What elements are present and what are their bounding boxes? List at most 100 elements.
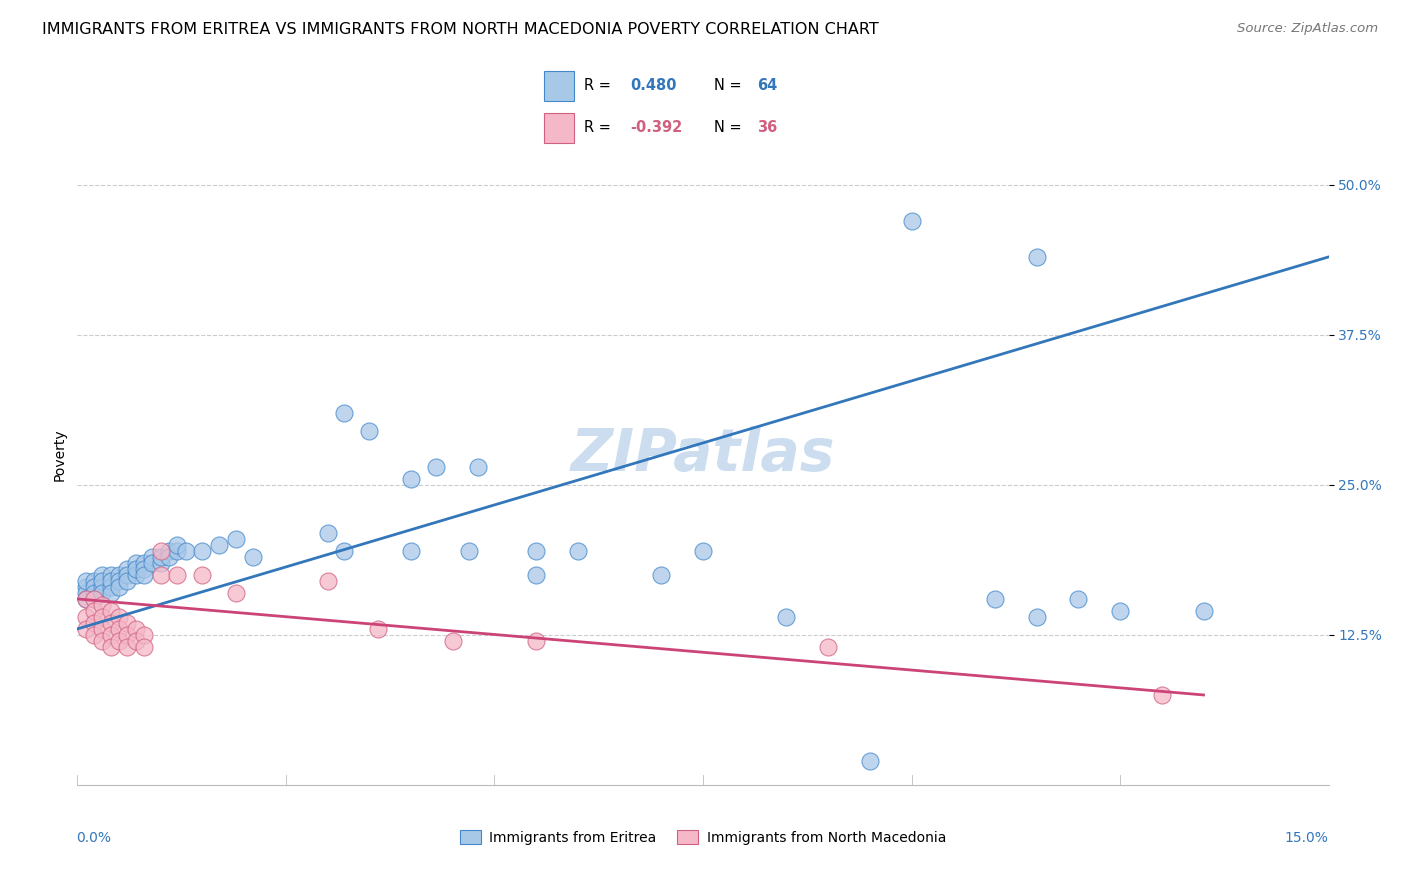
- Point: [441, 634, 464, 648]
- Point: [174, 544, 197, 558]
- Point: [467, 459, 489, 474]
- Text: 36: 36: [756, 120, 778, 135]
- Point: [984, 591, 1007, 606]
- Text: N =: N =: [714, 78, 741, 93]
- Bar: [544, 113, 575, 143]
- Point: [108, 574, 131, 588]
- Point: [817, 640, 839, 654]
- Point: [91, 586, 114, 600]
- Point: [458, 544, 481, 558]
- Point: [83, 580, 105, 594]
- Point: [83, 574, 105, 588]
- Text: 64: 64: [756, 78, 778, 93]
- Point: [117, 640, 139, 654]
- Point: [149, 568, 172, 582]
- Point: [117, 562, 139, 576]
- Point: [225, 532, 247, 546]
- Point: [775, 610, 797, 624]
- Point: [425, 459, 447, 474]
- Point: [75, 574, 97, 588]
- Text: 15.0%: 15.0%: [1285, 831, 1329, 845]
- Point: [100, 615, 122, 630]
- Point: [75, 622, 97, 636]
- Point: [75, 610, 97, 624]
- Y-axis label: Poverty: Poverty: [52, 429, 66, 481]
- Point: [1025, 250, 1047, 264]
- Bar: [544, 71, 575, 101]
- Point: [1109, 604, 1132, 618]
- Point: [75, 580, 97, 594]
- Point: [83, 628, 105, 642]
- Point: [166, 538, 188, 552]
- Point: [83, 615, 105, 630]
- Point: [117, 568, 139, 582]
- Point: [108, 580, 131, 594]
- Point: [149, 556, 172, 570]
- Point: [91, 610, 114, 624]
- Point: [166, 568, 188, 582]
- Point: [125, 556, 148, 570]
- Point: [524, 544, 547, 558]
- Point: [75, 586, 97, 600]
- Point: [91, 622, 114, 636]
- Point: [242, 549, 264, 564]
- Point: [166, 544, 188, 558]
- Point: [399, 544, 422, 558]
- Point: [1192, 604, 1215, 618]
- Point: [108, 634, 131, 648]
- Point: [149, 549, 172, 564]
- Point: [191, 544, 214, 558]
- Point: [132, 628, 155, 642]
- Point: [132, 640, 155, 654]
- Point: [125, 568, 148, 582]
- Point: [83, 591, 105, 606]
- Text: -0.392: -0.392: [630, 120, 682, 135]
- Text: R =: R =: [583, 120, 610, 135]
- Point: [117, 615, 139, 630]
- Point: [108, 568, 131, 582]
- Point: [125, 562, 148, 576]
- Point: [157, 544, 180, 558]
- Point: [132, 556, 155, 570]
- Point: [75, 591, 97, 606]
- Point: [100, 568, 122, 582]
- Text: N =: N =: [714, 120, 741, 135]
- Point: [108, 610, 131, 624]
- Point: [83, 586, 105, 600]
- Point: [100, 604, 122, 618]
- Point: [900, 214, 922, 228]
- Text: 0.480: 0.480: [630, 78, 676, 93]
- Point: [91, 598, 114, 612]
- Point: [132, 562, 155, 576]
- Point: [100, 628, 122, 642]
- Point: [399, 472, 422, 486]
- Point: [1025, 610, 1047, 624]
- Point: [117, 574, 139, 588]
- Point: [157, 549, 180, 564]
- Point: [191, 568, 214, 582]
- Point: [692, 544, 714, 558]
- Point: [100, 574, 122, 588]
- Text: R =: R =: [583, 78, 610, 93]
- Point: [91, 634, 114, 648]
- Point: [225, 586, 247, 600]
- Point: [524, 568, 547, 582]
- Point: [367, 622, 389, 636]
- Point: [141, 549, 163, 564]
- Point: [1067, 591, 1090, 606]
- Point: [567, 544, 589, 558]
- Point: [149, 544, 172, 558]
- Point: [316, 574, 339, 588]
- Point: [208, 538, 231, 552]
- Point: [333, 544, 356, 558]
- Text: Source: ZipAtlas.com: Source: ZipAtlas.com: [1237, 22, 1378, 36]
- Point: [91, 568, 114, 582]
- Point: [524, 634, 547, 648]
- Point: [83, 604, 105, 618]
- Point: [316, 525, 339, 540]
- Point: [91, 574, 114, 588]
- Point: [108, 622, 131, 636]
- Point: [132, 568, 155, 582]
- Point: [100, 640, 122, 654]
- Point: [75, 591, 97, 606]
